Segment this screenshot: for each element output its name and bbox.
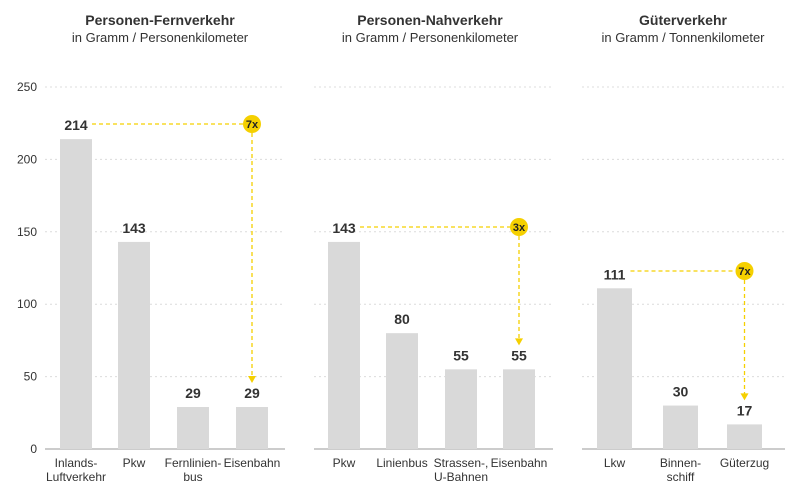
bar (663, 405, 698, 449)
category-label: Strassen-, (434, 456, 489, 470)
bar (445, 369, 477, 449)
bar (386, 333, 418, 449)
value-label: 29 (185, 385, 201, 401)
category-label: Lkw (604, 456, 626, 470)
value-label: 111 (604, 266, 626, 282)
comparison-badge (735, 262, 754, 280)
value-label: 29 (244, 385, 260, 401)
arrow-head-icon (248, 376, 256, 384)
category-label: Eisenbahn (491, 456, 548, 470)
comparison-badge (243, 115, 261, 133)
panel-subtitle: in Gramm / Personenkilometer (342, 30, 519, 45)
category-label: Pkw (333, 456, 356, 470)
category-label: Güterzug (720, 456, 769, 470)
category-label: schiff (667, 470, 695, 484)
bar (503, 369, 535, 449)
bar (60, 139, 92, 450)
panel-subtitle: in Gramm / Tonnenkilometer (601, 30, 765, 45)
bar (597, 288, 632, 449)
value-label: 55 (453, 347, 469, 363)
comparison-badge-label: 7x (738, 266, 751, 278)
category-label: Luftverkehr (46, 470, 106, 484)
category-label: bus (183, 470, 202, 484)
y-tick-label: 250 (17, 80, 37, 94)
bar (177, 407, 209, 449)
comparison-badge (510, 218, 528, 236)
arrow-head-icon (515, 338, 523, 346)
panel-title: Güterverkehr (639, 12, 727, 28)
y-tick-label: 200 (17, 152, 37, 166)
value-label: 17 (737, 402, 753, 418)
comparison-badge-label: 7x (246, 119, 259, 131)
y-tick-label: 150 (17, 225, 37, 239)
arrow-head-icon (740, 393, 749, 401)
category-label: Linienbus (376, 456, 427, 470)
value-label: 80 (394, 311, 410, 327)
y-tick-label: 0 (30, 442, 37, 456)
bar (328, 241, 360, 449)
bar (236, 407, 268, 449)
y-tick-label: 100 (17, 297, 37, 311)
panel-title: Personen-Nahverkehr (357, 12, 503, 28)
category-label: Eisenbahn (224, 456, 281, 470)
comparison-badge-label: 3x (513, 222, 526, 234)
value-label: 30 (673, 384, 689, 400)
category-label: Binnen- (660, 456, 701, 470)
value-label: 143 (332, 220, 356, 236)
value-label: 55 (511, 347, 527, 363)
category-label: Pkw (123, 456, 146, 470)
panel-title: Personen-Fernverkehr (85, 12, 235, 28)
category-label: U-Bahnen (434, 470, 488, 484)
value-label: 214 (64, 117, 88, 133)
panel-subtitle: in Gramm / Personenkilometer (72, 30, 249, 45)
bar (727, 424, 762, 449)
category-label: Fernlinien- (165, 456, 222, 470)
bar (118, 241, 150, 449)
category-label: Inlands- (55, 456, 98, 470)
y-tick-label: 50 (24, 370, 38, 384)
value-label: 143 (122, 220, 146, 236)
